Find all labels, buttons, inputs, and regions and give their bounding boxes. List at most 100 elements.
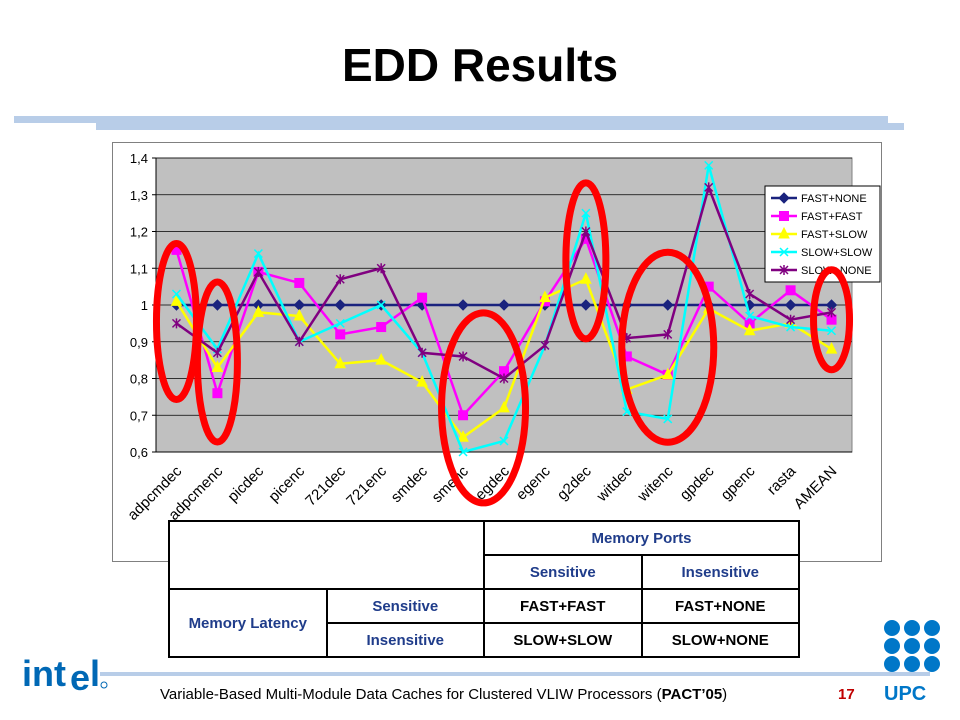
series-marker (779, 211, 789, 221)
series-marker (580, 299, 592, 311)
legend-label: SLOW+SLOW (801, 247, 873, 259)
series-marker (826, 326, 837, 336)
title-underline (14, 116, 888, 123)
highlight-ellipse (562, 179, 610, 343)
svg-text:int: int (22, 653, 66, 694)
series-marker (212, 388, 223, 399)
series-marker (211, 299, 224, 311)
series-marker (745, 288, 755, 299)
series-marker (294, 336, 304, 347)
series-marker (171, 318, 182, 329)
series-marker (458, 351, 468, 362)
series-marker (171, 289, 182, 299)
series-marker (499, 436, 509, 446)
table-col-group: Memory Ports (483, 520, 800, 556)
series-marker (779, 247, 789, 257)
y-tick-label: 0,7 (130, 408, 148, 423)
series-marker (335, 318, 345, 328)
series-marker (778, 192, 790, 204)
upc-dot (924, 638, 940, 654)
series-marker (745, 311, 755, 321)
series-marker (704, 182, 714, 193)
series-marker (253, 266, 263, 277)
series-marker (663, 329, 673, 340)
intel-logo: int e l (20, 652, 110, 701)
series-marker (540, 340, 550, 351)
series-marker (661, 367, 674, 380)
svg-text:l: l (90, 653, 100, 694)
series-marker (779, 265, 789, 275)
table-cell: SLOW+NONE (640, 622, 800, 658)
table-col-header: Insensitive (640, 554, 800, 590)
series-marker (375, 353, 387, 365)
series-marker (211, 360, 224, 372)
upc-dot (904, 656, 920, 672)
svg-text:e: e (70, 657, 90, 696)
series-marker (580, 272, 592, 284)
y-tick-label: 1,4 (130, 151, 148, 166)
series-marker (662, 299, 674, 311)
legend-label: FAST+FAST (801, 211, 863, 223)
y-tick-label: 0,8 (130, 372, 148, 387)
highlight-ellipse (810, 266, 854, 374)
table-row-group: Memory Latency (168, 588, 328, 658)
series-marker (743, 323, 756, 336)
series-marker (170, 294, 183, 306)
page-number: 17 (838, 686, 855, 703)
series-marker (376, 263, 386, 274)
series-marker (784, 299, 797, 311)
series-marker (498, 400, 510, 413)
series-marker (252, 305, 265, 317)
y-tick-label: 1,2 (130, 225, 148, 240)
table-col-header: Sensitive (483, 554, 643, 590)
y-tick-label: 0,9 (130, 335, 148, 350)
table-cell: FAST+NONE (640, 588, 800, 624)
legend-label: FAST+NONE (801, 193, 867, 205)
chart-svg: 0,60,70,80,911,11,21,31,4adpcmdecadpcmen… (112, 142, 882, 562)
slide-title: EDD Results (341, 39, 619, 91)
series-marker (376, 300, 386, 310)
table-cell: SLOW+SLOW (483, 622, 643, 658)
memory-config-table: Memory Ports Sensitive Insensitive Memor… (168, 520, 800, 658)
y-tick-label: 1,1 (130, 261, 148, 276)
series-marker (253, 249, 263, 259)
upc-dot (904, 620, 920, 636)
table-row-header: Sensitive (325, 588, 485, 624)
upc-dot (904, 638, 920, 654)
series-marker (335, 329, 346, 340)
series-marker (335, 274, 345, 285)
series-marker (334, 299, 346, 311)
series-marker (416, 375, 428, 387)
series-marker (704, 160, 714, 170)
series-marker (663, 414, 673, 424)
series-marker (499, 373, 509, 384)
series-marker (334, 356, 347, 369)
series-marker (457, 299, 469, 311)
series-marker (417, 347, 427, 358)
table-row-header: Insensitive (325, 622, 485, 658)
upc-logo: UPC (882, 618, 944, 709)
highlight-ellipse (152, 240, 200, 404)
series-marker (417, 292, 428, 303)
series-marker (212, 347, 222, 358)
y-tick-label: 1 (141, 298, 148, 313)
title-underline-lower (96, 123, 904, 130)
series-marker (581, 226, 591, 237)
series-marker (293, 308, 306, 321)
series-marker (786, 314, 796, 325)
series-marker (786, 322, 796, 332)
table-cell: FAST+FAST (483, 588, 643, 624)
y-tick-label: 0,6 (130, 445, 148, 460)
table-corner (168, 520, 485, 590)
edd-chart: 0,6 0,7 0,8 0,9 1 1,1 1,2 1,3 1,4 adpcmdec adpcmen… (112, 142, 882, 562)
series-marker (785, 285, 796, 296)
highlight-ellipse (438, 309, 530, 507)
series-marker (457, 430, 469, 442)
legend-label: FAST+SLOW (801, 229, 868, 241)
series-marker (539, 290, 551, 303)
series-marker (778, 226, 790, 239)
series-marker (294, 277, 305, 288)
series-marker (826, 307, 837, 318)
series-marker (581, 208, 591, 218)
series-marker (458, 410, 469, 421)
